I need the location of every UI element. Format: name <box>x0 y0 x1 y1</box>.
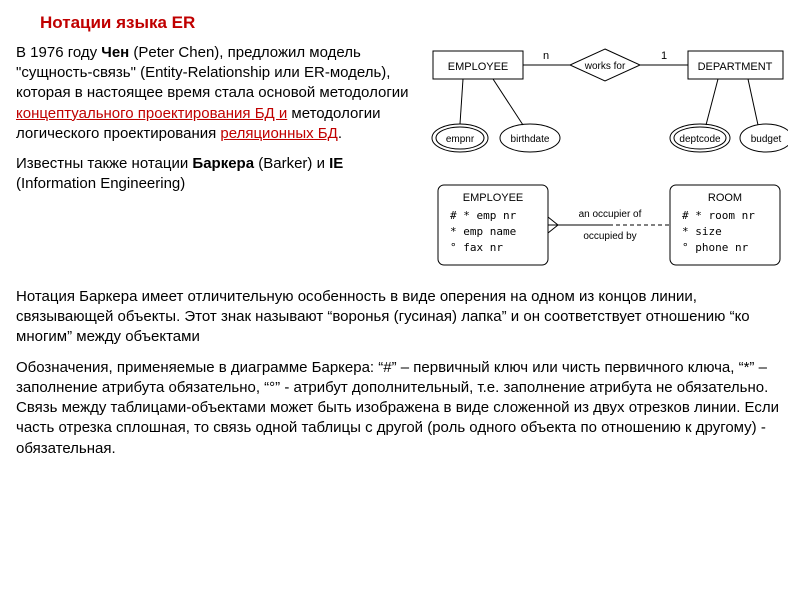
p1-red2: реляционных БД <box>220 125 337 142</box>
left-text-column: В 1976 году Чен (Peter Chen), предложил … <box>16 43 416 279</box>
p2-b1: Баркера <box>192 155 254 172</box>
barker-emp-attr-1: * emp name <box>450 225 516 238</box>
paragraph-4: Обозначения, применяемые в диаграмме Бар… <box>16 358 784 459</box>
barker-room-attr-0: # * room nr <box>682 209 755 222</box>
svg-text:deptcode: deptcode <box>679 134 721 145</box>
chen-relationship: works for <box>570 49 640 81</box>
barker-rel-top: an occupier of <box>579 209 642 220</box>
barker-diagram: EMPLOYEE # * emp nr * emp name ° fax nr … <box>428 179 788 279</box>
barker-rel-bot: occupied by <box>583 231 636 242</box>
barker-emp-attr-2: ° fax nr <box>450 241 503 254</box>
p1-bold: Чен <box>101 44 129 61</box>
chen-attr-empnr: empnr <box>432 79 488 152</box>
p1-end: . <box>338 125 342 142</box>
barker-employee-name: EMPLOYEE <box>463 192 524 204</box>
p2-mid1: (Barker) и <box>254 155 329 172</box>
paragraph-2: Известны также нотации Баркера (Barker) … <box>16 154 416 195</box>
barker-room-attr-1: * size <box>682 225 722 238</box>
p2-mid2: (Information Engineering) <box>16 175 185 192</box>
svg-text:budget: budget <box>751 134 782 145</box>
top-area: В 1976 году Чен (Peter Chen), предложил … <box>16 43 784 279</box>
page-title: Нотации языка ER <box>40 12 784 35</box>
chen-attr-deptcode: deptcode <box>670 79 730 152</box>
right-diagrams: EMPLOYEE DEPARTMENT works for n 1 <box>428 43 788 279</box>
barker-emp-attr-0: # * emp nr <box>450 209 517 222</box>
barker-room-attr-2: ° phone nr <box>682 241 749 254</box>
chen-card-1: 1 <box>661 50 667 62</box>
svg-text:birthdate: birthdate <box>511 134 550 145</box>
p2-b2: IE <box>329 155 343 172</box>
svg-text:works for: works for <box>584 61 626 72</box>
p1-pre: В 1976 году <box>16 44 101 61</box>
paragraph-3: Нотация Баркера имеет отличительную особ… <box>16 287 784 348</box>
chen-card-n: n <box>543 50 549 62</box>
chen-entity-department-label: DEPARTMENT <box>698 61 773 73</box>
chen-attr-budget: budget <box>740 79 788 152</box>
paragraph-1: В 1976 году Чен (Peter Chen), предложил … <box>16 43 416 144</box>
p1-red1: концептуального проектирования БД и <box>16 105 287 122</box>
p2-pre: Известны также нотации <box>16 155 192 172</box>
chen-entity-employee-label: EMPLOYEE <box>448 61 509 73</box>
barker-room-name: ROOM <box>708 192 742 204</box>
svg-text:empnr: empnr <box>446 134 475 145</box>
chen-diagram: EMPLOYEE DEPARTMENT works for n 1 <box>428 43 788 163</box>
chen-attr-birthdate: birthdate <box>493 79 560 152</box>
